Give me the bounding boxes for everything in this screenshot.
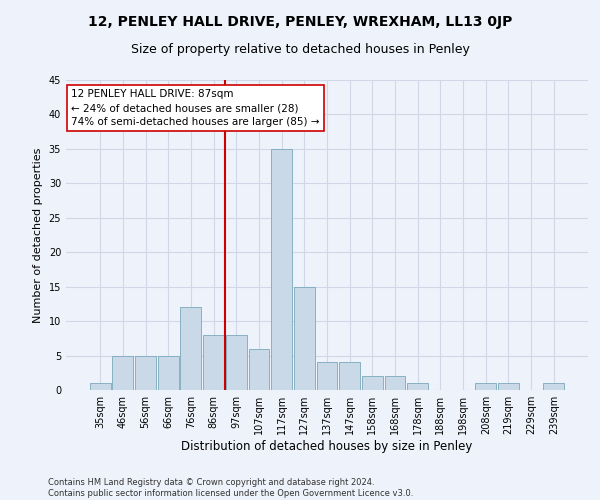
Bar (498, 383, 519, 390)
Bar (294, 286, 315, 390)
Bar (317, 362, 337, 390)
Y-axis label: Number of detached properties: Number of detached properties (33, 148, 43, 322)
Text: 12, PENLEY HALL DRIVE, PENLEY, WREXHAM, LL13 0JP: 12, PENLEY HALL DRIVE, PENLEY, WREXHAM, … (88, 15, 512, 29)
Bar (271, 149, 292, 390)
Text: 12 PENLEY HALL DRIVE: 87sqm
← 24% of detached houses are smaller (28)
74% of sem: 12 PENLEY HALL DRIVE: 87sqm ← 24% of det… (71, 90, 320, 128)
Bar (475, 383, 496, 390)
Bar (544, 383, 564, 390)
Bar (407, 383, 428, 390)
Bar (158, 356, 179, 390)
Bar (203, 335, 224, 390)
Text: Contains HM Land Registry data © Crown copyright and database right 2024.
Contai: Contains HM Land Registry data © Crown c… (48, 478, 413, 498)
X-axis label: Distribution of detached houses by size in Penley: Distribution of detached houses by size … (181, 440, 473, 453)
Bar (135, 356, 156, 390)
Bar (112, 356, 133, 390)
Bar (339, 362, 360, 390)
Text: Size of property relative to detached houses in Penley: Size of property relative to detached ho… (131, 42, 469, 56)
Bar (385, 376, 406, 390)
Bar (248, 348, 269, 390)
Bar (362, 376, 383, 390)
Bar (90, 383, 110, 390)
Bar (226, 335, 247, 390)
Bar (181, 308, 202, 390)
